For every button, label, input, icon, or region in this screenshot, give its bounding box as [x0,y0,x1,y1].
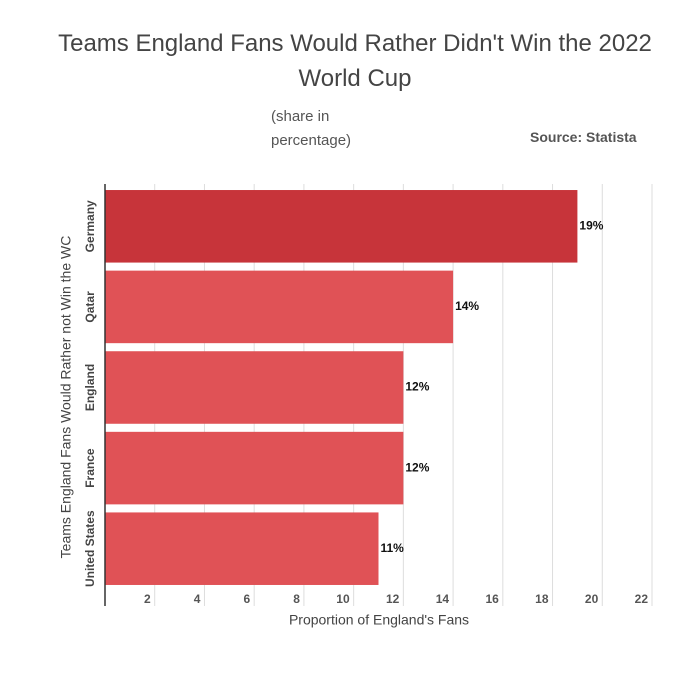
x-tick-label: 4 [194,592,201,606]
value-label: 11% [381,541,405,555]
chart-subtitle: (share in percentage) [271,108,352,149]
x-tick-label: 14 [436,592,450,606]
value-label: 12% [405,380,429,394]
x-axis-title: Proportion of England's Fans [289,612,469,628]
source-note: Source: Statista [530,129,637,145]
y-tick-label: France [83,448,97,488]
x-tick-label: 10 [336,592,350,606]
x-tick-label: 22 [635,592,649,606]
bar [105,512,379,585]
y-tick-label: Qatar [83,291,97,323]
x-tick-label: 20 [585,592,599,606]
y-axis-title: Teams England Fans Would Rather not Win … [58,236,74,559]
chart-title: Teams England Fans Would Rather Didn't W… [58,30,652,92]
x-tick-label: 6 [243,592,250,606]
x-tick-label: 16 [485,592,499,606]
x-tick-label: 8 [293,592,300,606]
value-label: 12% [405,460,429,474]
x-tick-label: 12 [386,592,400,606]
y-tick-label: United States [83,510,97,587]
value-label: 19% [579,218,603,232]
bar [105,270,454,344]
y-tick-label: England [83,364,97,411]
x-tick-label: 2 [144,592,151,606]
x-tick-label: 18 [535,592,549,606]
bar [105,351,404,424]
y-tick-label: Germany [83,200,97,252]
bar [105,431,404,505]
value-label: 14% [455,299,479,313]
bar [105,190,578,263]
